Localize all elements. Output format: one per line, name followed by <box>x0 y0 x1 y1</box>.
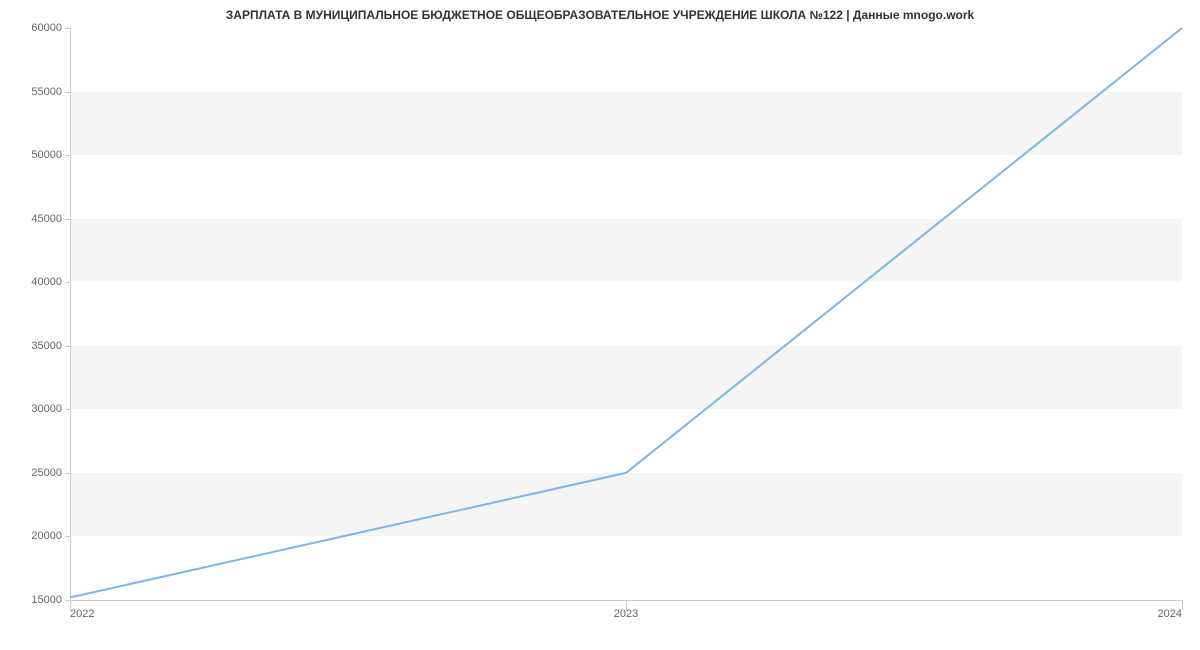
x-tick-label: 2022 <box>70 608 94 620</box>
y-tick-label: 35000 <box>31 340 62 352</box>
x-tick-label: 2023 <box>614 608 638 620</box>
y-tick-label: 55000 <box>31 86 62 98</box>
plot-area: 1500020000250003000035000400004500050000… <box>70 28 1182 600</box>
y-tick-label: 25000 <box>31 467 62 479</box>
salary-line-chart: 1500020000250003000035000400004500050000… <box>70 28 1182 600</box>
y-tick-label: 40000 <box>31 276 62 288</box>
x-tick-mark <box>1182 600 1183 610</box>
y-tick-label: 30000 <box>31 403 62 415</box>
y-tick-label: 60000 <box>31 22 62 34</box>
y-tick-label: 50000 <box>31 149 62 161</box>
line-layer <box>70 28 1182 600</box>
x-tick-label: 2024 <box>1158 608 1182 620</box>
y-tick-label: 45000 <box>31 213 62 225</box>
chart-title: ЗАРПЛАТА В МУНИЦИПАЛЬНОЕ БЮДЖЕТНОЕ ОБЩЕО… <box>0 8 1200 22</box>
y-tick-label: 20000 <box>31 530 62 542</box>
series-salary <box>70 28 1182 597</box>
y-tick-label: 15000 <box>31 594 62 606</box>
